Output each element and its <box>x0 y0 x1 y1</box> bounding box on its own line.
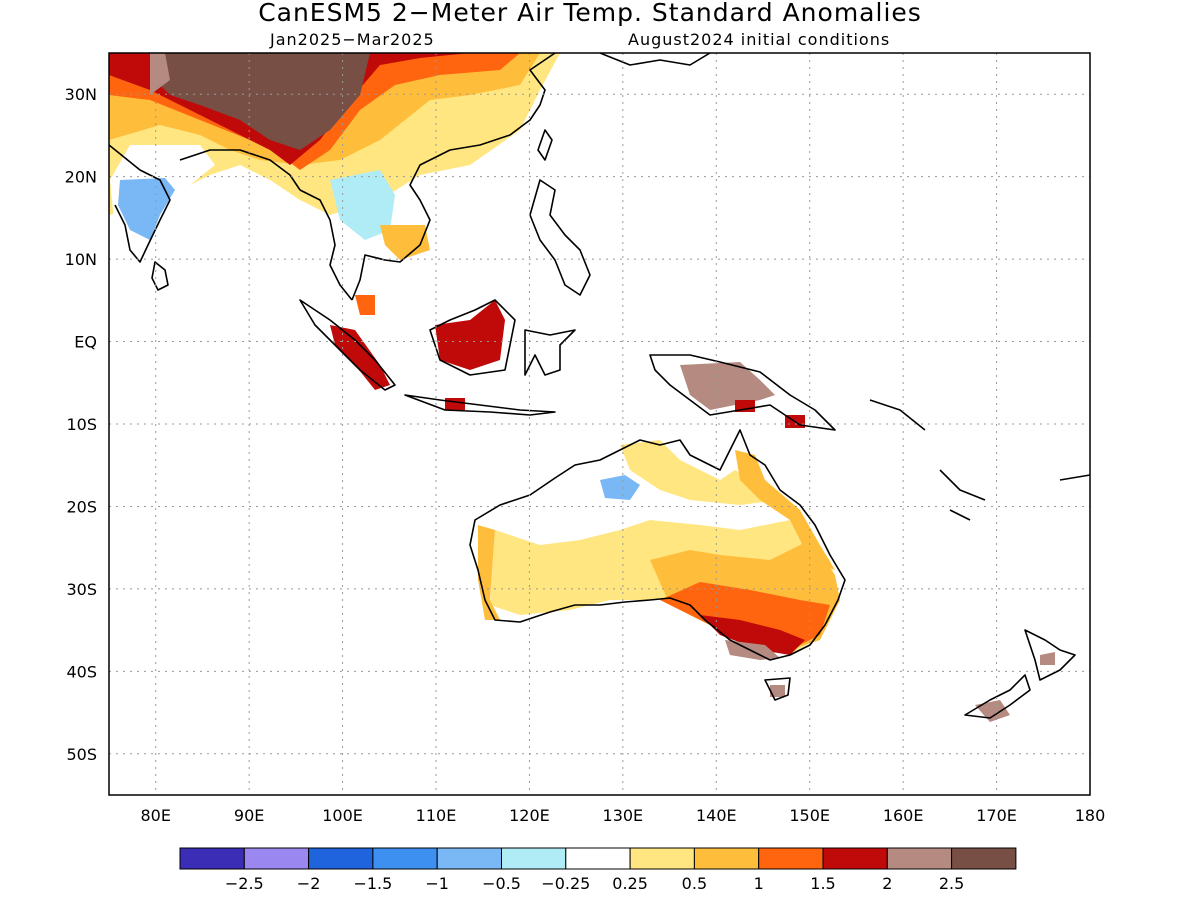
forecast-period: Jan2025−Mar2025 <box>270 30 435 49</box>
longitude-label: 100E <box>322 806 363 825</box>
longitude-label: 120E <box>509 806 550 825</box>
pacific-islands <box>869 399 1090 521</box>
map-frame <box>108 52 1091 796</box>
initial-conditions: August2024 initial conditions <box>628 30 891 49</box>
latitude-label: 10S <box>66 415 97 434</box>
indochina-coast <box>299 189 353 301</box>
australia-cool-spot <box>600 475 640 500</box>
latitude-label: EQ <box>74 333 97 352</box>
anomaly-shading <box>109 53 1055 722</box>
java-very-warm <box>445 398 465 410</box>
map-title: CanESM5 2−Meter Air Temp. Standard Anoma… <box>258 0 922 27</box>
new-zealand-north-coast <box>1024 629 1076 681</box>
longitude-label: 160E <box>883 806 924 825</box>
new-guinea-extreme <box>680 362 775 410</box>
philippines-coast <box>529 179 591 296</box>
graticule <box>109 53 1090 795</box>
latitude-labels: 30N 20N 10N EQ 10S 20S 30S 40S 50S <box>65 85 97 764</box>
longitude-label: 90E <box>234 806 264 825</box>
north-australia-warm <box>620 440 780 505</box>
java-coast <box>404 394 556 416</box>
taiwan-coast <box>537 129 553 161</box>
sri-lanka-coast <box>151 261 169 291</box>
india-cool <box>118 178 175 240</box>
longitude-label: 170E <box>976 806 1017 825</box>
new-guinea-coast <box>649 354 836 431</box>
longitude-label: 80E <box>140 806 170 825</box>
sumatra-very-warm <box>330 325 390 390</box>
latitude-label: 20N <box>65 168 97 187</box>
longitude-label: 150E <box>789 806 830 825</box>
borneo-very-warm <box>435 300 505 370</box>
bay-of-bengal-coast <box>179 149 301 191</box>
latitude-label: 30S <box>66 580 97 599</box>
borneo-coast <box>429 299 516 376</box>
tibet-extreme <box>150 53 370 150</box>
coastlines <box>109 53 1090 719</box>
tasmania-coast <box>764 677 791 701</box>
japan-coast <box>599 53 711 66</box>
indochina-warm <box>380 225 430 260</box>
latitude-label: 20S <box>66 497 97 516</box>
sumatra-strong-warm <box>355 295 375 315</box>
gulf-of-thailand-coast <box>351 53 556 301</box>
new-zealand-extreme <box>975 700 1010 722</box>
asia-coastline <box>109 144 171 263</box>
new-zealand-north-extreme <box>1040 652 1055 665</box>
australia-coastline <box>469 429 846 661</box>
sumatra-coast <box>299 299 396 391</box>
latitude-label: 50S <box>66 745 97 764</box>
tibet-edge <box>150 53 170 95</box>
indochina-cool <box>330 170 395 240</box>
new-zealand-south-coast <box>964 674 1031 719</box>
sulawesi-coast <box>524 329 576 376</box>
latitude-label: 40S <box>66 662 97 681</box>
longitude-labels: 80E 90E 100E 110E 120E 130E 140E 150E 160E 170E 18… <box>140 806 1105 825</box>
tasmania-extreme <box>770 685 785 697</box>
latitude-label: 30N <box>65 85 97 104</box>
longitude-label: 130E <box>603 806 644 825</box>
latitude-label: 10N <box>65 250 97 269</box>
queensland-warm <box>735 450 835 570</box>
longitude-label: 110E <box>416 806 457 825</box>
longitude-label: 180 <box>1075 806 1106 825</box>
longitude-label: 140E <box>696 806 737 825</box>
victoria-very-warm <box>700 615 805 655</box>
map-content <box>109 53 1090 722</box>
